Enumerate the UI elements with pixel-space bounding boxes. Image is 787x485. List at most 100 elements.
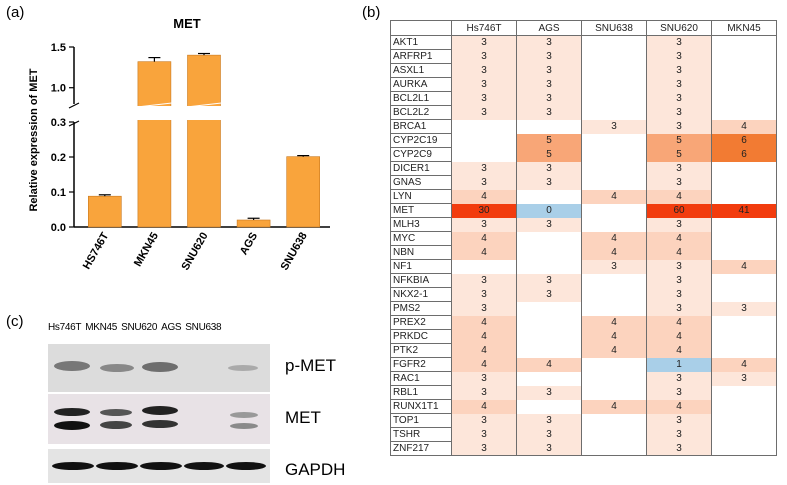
gene-label: NBN bbox=[390, 245, 452, 260]
heatmap-cell: 3 bbox=[451, 63, 517, 78]
heatmap-cell: 3 bbox=[451, 105, 517, 120]
heatmap-row: RBL1 3 3 3 bbox=[390, 385, 777, 400]
gene-label: RAC1 bbox=[390, 371, 452, 386]
heatmap-cell: 5 bbox=[646, 147, 712, 162]
heatmap-cell bbox=[711, 231, 777, 246]
heatmap-cell: 3 bbox=[516, 35, 582, 50]
gene-label: ZNF217 bbox=[390, 441, 452, 456]
y-tick-label: 0.2 bbox=[51, 152, 66, 164]
heatmap-cell: 3 bbox=[451, 161, 517, 176]
heatmap-cell: 3 bbox=[646, 217, 712, 232]
blot-lane-label: MKN45 bbox=[85, 322, 118, 333]
x-tick-label: SNU638 bbox=[279, 231, 310, 273]
heatmap-cell bbox=[516, 259, 582, 274]
heatmap-cell bbox=[581, 301, 647, 316]
heatmap-cell: 4 bbox=[451, 315, 517, 330]
heatmap-cell bbox=[711, 287, 777, 302]
heatmap-cell: 4 bbox=[646, 231, 712, 246]
gene-label: RUNX1T1 bbox=[390, 399, 452, 414]
heatmap-cell bbox=[711, 385, 777, 400]
heatmap-cell bbox=[711, 77, 777, 92]
panel-label-c: (c) bbox=[6, 313, 24, 330]
heatmap-cell bbox=[451, 147, 517, 162]
panel-label-a: (a) bbox=[6, 4, 25, 21]
heatmap-row: RAC1 3 3 3 bbox=[390, 371, 777, 386]
heatmap-cell: 3 bbox=[516, 413, 582, 428]
heatmap-row: ASXL1 3 3 3 bbox=[390, 63, 777, 78]
heatmap-cell: 3 bbox=[516, 441, 582, 456]
heatmap-cell: 3 bbox=[646, 161, 712, 176]
band bbox=[140, 462, 182, 470]
heatmap-cell: 5 bbox=[516, 133, 582, 148]
heatmap-cell bbox=[451, 259, 517, 274]
heatmap-row: GNAS 3 3 3 bbox=[390, 175, 777, 190]
heatmap-row: CYP2C9 5 5 6 bbox=[390, 147, 777, 162]
heatmap-row: PREX2 4 4 4 bbox=[390, 315, 777, 330]
heatmap-row: PRKDC 4 4 4 bbox=[390, 329, 777, 344]
band bbox=[184, 462, 224, 470]
heatmap-cell: 0 bbox=[516, 203, 582, 218]
heatmap-cell bbox=[711, 175, 777, 190]
band bbox=[52, 462, 94, 470]
blot-lane-labels: Hs746T MKN45 SNU620 AGS SNU638 bbox=[48, 322, 225, 333]
heatmap-cell: 4 bbox=[646, 343, 712, 358]
y-tick-label: 0.1 bbox=[51, 187, 66, 199]
heatmap-cell: 4 bbox=[451, 343, 517, 358]
heatmap-cell: 60 bbox=[646, 203, 712, 218]
gene-label: NF1 bbox=[390, 259, 452, 274]
gene-label: ARFRP1 bbox=[390, 49, 452, 64]
mutation-heatmap: Hs746T AGS SNU638 SNU620 MKN45 AKT1 3 3 3 ARFRP1… bbox=[390, 20, 777, 456]
heatmap-cell: 4 bbox=[646, 315, 712, 330]
heatmap-cell bbox=[581, 427, 647, 442]
heatmap-cell: 3 bbox=[451, 287, 517, 302]
band bbox=[100, 364, 134, 372]
heatmap-row: TSHR 3 3 3 bbox=[390, 427, 777, 442]
heatmap-cell: 4 bbox=[711, 357, 777, 372]
heatmap-row: TOP1 3 3 3 bbox=[390, 413, 777, 428]
heatmap-cell: 5 bbox=[516, 147, 582, 162]
heatmap-column-header: SNU620 bbox=[646, 20, 712, 36]
heatmap-cell: 4 bbox=[581, 329, 647, 344]
gene-label: MYC bbox=[390, 231, 452, 246]
panel-label-b: (b) bbox=[362, 4, 381, 21]
band bbox=[230, 412, 258, 418]
heatmap-cell bbox=[711, 413, 777, 428]
blot-lane-label: SNU638 bbox=[185, 322, 222, 333]
heatmap-cell: 3 bbox=[646, 91, 712, 106]
heatmap-cell bbox=[711, 217, 777, 232]
heatmap-header-row: Hs746T AGS SNU638 SNU620 MKN45 bbox=[390, 20, 777, 36]
blot-strip-met bbox=[48, 394, 270, 444]
heatmap-cell: 4 bbox=[451, 329, 517, 344]
x-tick-label: SNU620 bbox=[179, 231, 210, 273]
category-labels: HS746T MKN45 SNU620 AGS SNU638 bbox=[81, 230, 310, 272]
heatmap-row: CYP2C19 5 5 6 bbox=[390, 133, 777, 148]
heatmap-cell bbox=[711, 245, 777, 260]
heatmap-cell bbox=[711, 63, 777, 78]
heatmap-cell bbox=[516, 301, 582, 316]
heatmap-cell: 3 bbox=[516, 63, 582, 78]
axis-break-mark bbox=[68, 120, 80, 127]
heatmap-row: BCL2L2 3 3 3 bbox=[390, 105, 777, 120]
heatmap-cell: 3 bbox=[451, 427, 517, 442]
heatmap-row: LYN 4 4 4 bbox=[390, 189, 777, 204]
heatmap-cell bbox=[581, 357, 647, 372]
heatmap-cell bbox=[581, 287, 647, 302]
y-tick-label: 1.5 bbox=[51, 42, 66, 54]
heatmap-cell: 3 bbox=[646, 49, 712, 64]
heatmap-cell: 4 bbox=[581, 343, 647, 358]
blot-label-gapdh: GAPDH bbox=[285, 460, 346, 479]
heatmap-cell: 4 bbox=[581, 399, 647, 414]
heatmap-cell: 3 bbox=[451, 49, 517, 64]
heatmap-cell: 3 bbox=[646, 77, 712, 92]
heatmap-cell: 4 bbox=[451, 399, 517, 414]
heatmap-cell bbox=[711, 189, 777, 204]
y-tick-label: 0.3 bbox=[51, 117, 66, 129]
heatmap-row: PTK2 4 4 4 bbox=[390, 343, 777, 358]
heatmap-row: ZNF217 3 3 3 bbox=[390, 441, 777, 456]
heatmap-cell: 3 bbox=[451, 217, 517, 232]
band bbox=[142, 362, 178, 372]
x-tick-label: AGS bbox=[238, 231, 260, 258]
heatmap-cell: 3 bbox=[516, 91, 582, 106]
gene-label: CYP2C9 bbox=[390, 147, 452, 162]
blot-lane-label: AGS bbox=[161, 322, 182, 333]
